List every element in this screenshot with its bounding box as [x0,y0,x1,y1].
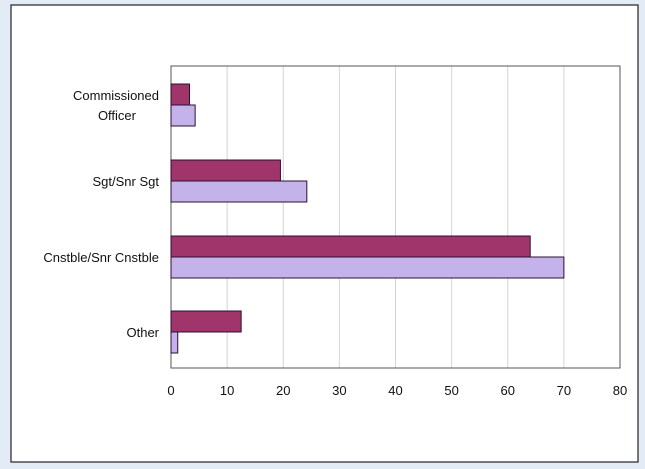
bar-series2-2 [170,256,565,279]
x-tick-label-10: 10 [220,383,234,398]
x-tick-label-20: 20 [276,383,290,398]
chart-frame [10,4,639,463]
category-label-2: Cnstble/Snr Cnstble [43,250,159,265]
x-tick-label-80: 80 [613,383,627,398]
bar-series2-0 [170,104,196,127]
bar-series1-1 [170,159,281,182]
x-tick-label-0: 0 [167,383,174,398]
x-tick-label-50: 50 [444,383,458,398]
bar-series2-3 [170,331,179,354]
bar-series1-3 [170,310,242,333]
x-tick-label-60: 60 [501,383,515,398]
bar-series2-1 [170,180,308,203]
x-tick-label-40: 40 [388,383,402,398]
category-label-1: Sgt/Snr Sgt [93,174,160,189]
category-label-0: Commissioned Officer [73,88,159,123]
gridlines [226,66,565,368]
x-tick-label-70: 70 [557,383,571,398]
value-axis-labels: 0 10 20 30 40 50 60 70 80 [167,383,627,398]
plot-area-border [170,65,621,369]
bars [170,83,565,354]
category-label-3: Other [126,325,159,340]
bar-series1-2 [170,235,531,258]
category-axis-labels: Commissioned Officer Sgt/Snr Sgt Cnstble/Sn… [43,88,159,340]
x-tick-label-30: 30 [332,383,346,398]
bar-series1-0 [170,83,191,106]
